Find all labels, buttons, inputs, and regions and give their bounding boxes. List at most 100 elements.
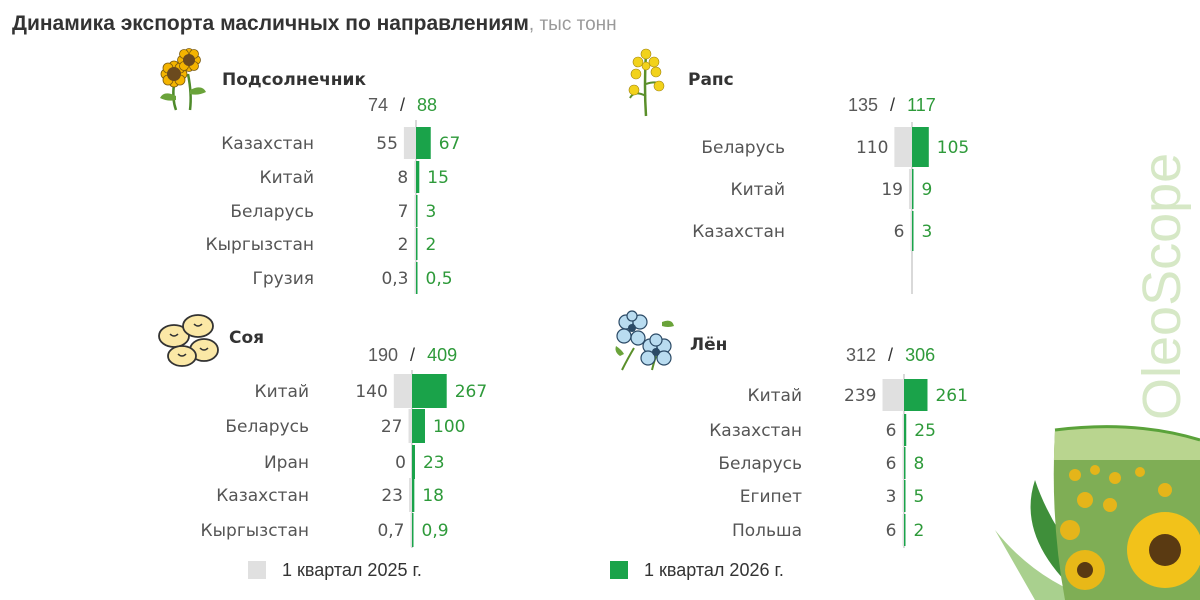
value-label-2026: 267	[455, 382, 487, 402]
total-2025: 135	[848, 95, 879, 115]
bar-2026	[416, 161, 420, 193]
value-label-2025: 239	[844, 386, 876, 406]
category-label: Китай	[731, 180, 786, 200]
value-label-2026: 100	[433, 417, 465, 437]
bar-2026	[416, 228, 418, 260]
bar-2026	[412, 409, 425, 443]
bar-2026	[416, 195, 418, 227]
category-label: Китай	[255, 382, 310, 402]
value-label-2025: 110	[856, 138, 888, 158]
bar-2026	[412, 513, 414, 547]
totals-separator: /	[400, 95, 406, 115]
totals-separator: /	[410, 345, 416, 365]
category-label: Беларусь	[718, 454, 802, 474]
sunflower-field-image	[995, 425, 1200, 600]
bar-2025	[414, 262, 416, 294]
value-label-2025: 27	[381, 417, 403, 437]
value-label-2025: 55	[376, 134, 398, 154]
category-label: Египет	[740, 487, 802, 507]
bar-2026	[904, 480, 906, 512]
category-label: Китай	[260, 168, 315, 188]
value-label-2025: 6	[894, 222, 905, 242]
bar-2025	[414, 228, 416, 260]
total-2025: 74	[368, 95, 389, 115]
bar-2026	[912, 127, 929, 167]
bar-2026	[904, 447, 906, 479]
bar-2026	[412, 445, 415, 479]
bar-2026	[416, 262, 418, 294]
bar-2026	[904, 414, 907, 446]
total-2025: 190	[368, 345, 399, 365]
totals: 135 / 117	[848, 95, 936, 116]
panel-title: Лён	[690, 335, 728, 355]
page-title: Динамика экспорта масличных по направлен…	[12, 12, 617, 36]
value-label-2026: 25	[914, 421, 936, 441]
bar-2025	[910, 211, 912, 251]
bar-2025	[882, 379, 904, 411]
panel-title: Рапс	[688, 70, 734, 90]
category-label: Казахстан	[692, 222, 785, 242]
bar-2026	[416, 127, 431, 159]
value-label-2025: 6	[886, 521, 897, 541]
value-label-2026: 5	[914, 487, 925, 507]
category-label: Польша	[732, 521, 802, 541]
legend-label-2026: 1 квартал 2026 г.	[644, 560, 784, 580]
total-2025: 312	[846, 345, 877, 365]
total-2026: 409	[427, 345, 458, 365]
value-label-2026: 105	[937, 138, 969, 158]
total-2026: 88	[417, 95, 438, 115]
value-label-2026: 2	[426, 235, 437, 255]
bar-2025	[410, 513, 412, 547]
value-label-2025: 0	[395, 453, 406, 473]
category-label: Беларусь	[225, 417, 309, 437]
bar-2025	[414, 161, 416, 193]
bar-2025	[902, 514, 904, 546]
bar-2026	[904, 514, 906, 546]
panel-title: Соя	[229, 328, 265, 348]
bar-2025	[393, 374, 412, 408]
category-label: Казахстан	[221, 134, 314, 154]
value-label-2025: 8	[397, 168, 408, 188]
value-label-2026: 2	[914, 521, 925, 541]
totals: 190 / 409	[368, 345, 457, 366]
value-label-2026: 67	[439, 134, 461, 154]
category-label: Китай	[748, 386, 803, 406]
value-label-2025: 6	[886, 454, 897, 474]
bar-2026	[904, 379, 928, 411]
bar-2025	[902, 480, 904, 512]
legend-label-2025: 1 квартал 2025 г.	[282, 560, 422, 580]
bar-chart: Беларусь 110 105 Китай 19 9 Казахстан 6 3	[692, 122, 969, 294]
category-label: Беларусь	[701, 138, 785, 158]
brand-text: OleoScope	[1132, 153, 1192, 420]
bar-2025	[908, 169, 912, 209]
totals-separator: /	[890, 95, 896, 115]
totals: 74 / 88	[368, 95, 437, 116]
legend-swatch-2025	[248, 561, 266, 579]
bar-chart: Китай 140 267 Беларусь 27 100 Иран 0 23 Казахстан…	[201, 370, 487, 548]
value-label-2026: 18	[422, 486, 444, 506]
value-label-2026: 23	[423, 453, 445, 473]
bar-2025	[902, 414, 904, 446]
title-text: Динамика экспорта масличных по направлен…	[12, 12, 529, 35]
value-label-2025: 0,3	[381, 269, 408, 289]
value-label-2025: 7	[398, 202, 409, 222]
legend-item-2025: 1 квартал 2025 г.	[248, 560, 422, 581]
value-label-2025: 0,7	[377, 521, 404, 541]
value-label-2026: 9	[922, 180, 933, 200]
value-label-2025: 19	[881, 180, 903, 200]
bar-2026	[412, 478, 415, 512]
bar-2026	[912, 169, 914, 209]
category-label: Грузия	[252, 269, 314, 289]
value-label-2026: 261	[935, 386, 967, 406]
totals: 312 / 306	[846, 345, 935, 366]
value-label-2026: 3	[426, 202, 437, 222]
bar-2025	[408, 409, 412, 443]
brand-logo: OleoScope	[1132, 153, 1192, 420]
value-label-2026: 0,9	[422, 521, 449, 541]
legend-swatch-2026	[610, 561, 628, 579]
category-label: Беларусь	[230, 202, 314, 222]
panel-title: Подсолнечник	[222, 70, 366, 90]
category-label: Казахстан	[216, 486, 309, 506]
bar-chart: Казахстан 55 67 Китай 8 15 Беларусь 7 3 Кыргызста…	[206, 120, 460, 294]
bar-2026	[412, 374, 447, 408]
